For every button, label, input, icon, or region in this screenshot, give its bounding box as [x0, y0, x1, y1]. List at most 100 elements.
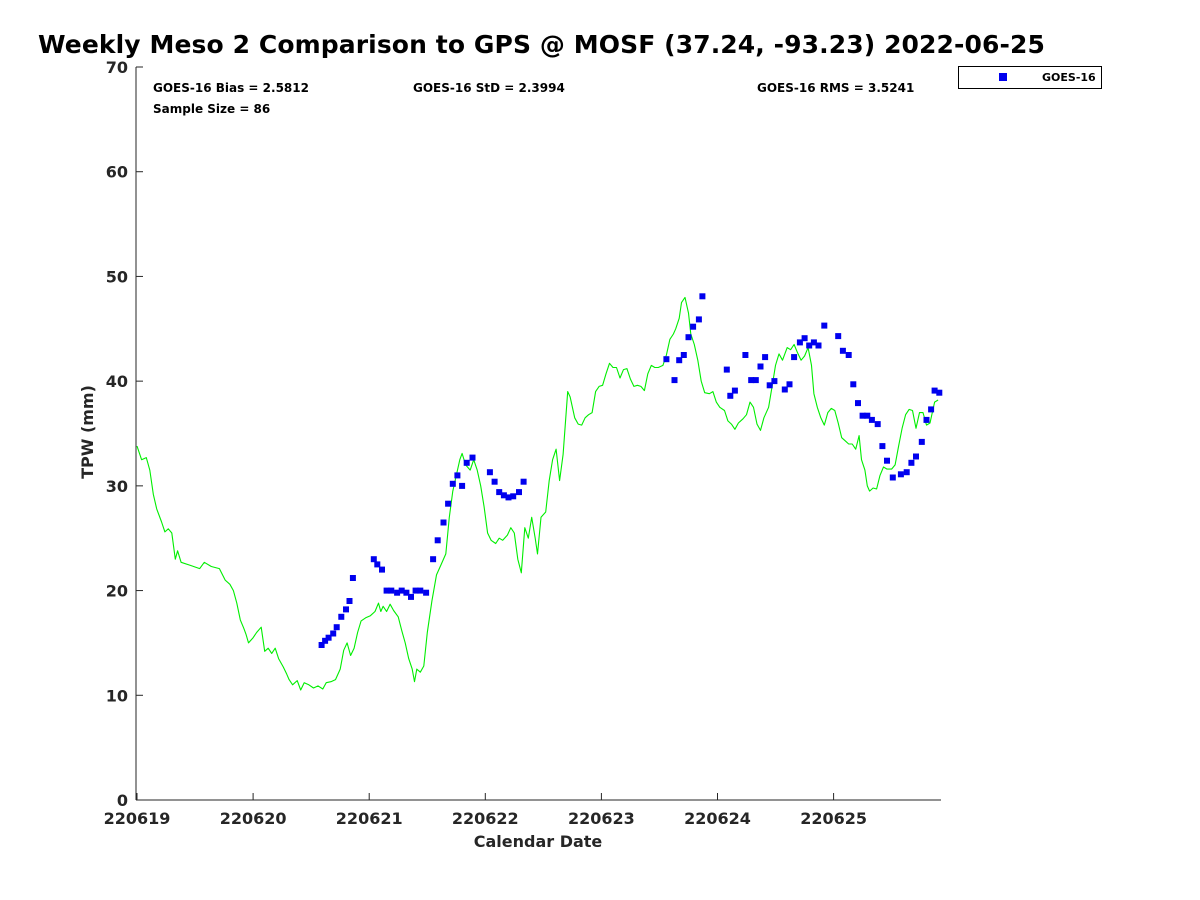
goes-16-point	[469, 454, 476, 461]
goes-16-point	[835, 333, 842, 340]
goes-16-point	[500, 492, 507, 499]
goes-16-point	[723, 366, 730, 373]
goes-16-point	[449, 480, 456, 487]
legend-box	[958, 66, 1102, 89]
goes-16-point	[676, 357, 683, 364]
goes-16-point	[695, 316, 702, 323]
gps-line	[136, 296, 939, 691]
y-tick-label: 60	[106, 163, 128, 182]
goes-16-point	[908, 459, 915, 466]
goes-16-point	[903, 469, 910, 476]
goes-16-point	[727, 392, 734, 399]
goes-16-point	[318, 642, 325, 648]
goes-16-point	[864, 412, 871, 419]
goes-16-series	[318, 293, 943, 648]
goes-16-point	[821, 322, 828, 329]
goes-16-point	[897, 471, 904, 478]
goes-16-point	[394, 589, 401, 596]
goes-16-point	[403, 589, 410, 596]
goes-16-point	[685, 334, 692, 341]
x-tick-label: 220620	[220, 809, 287, 828]
goes-16-point	[383, 587, 390, 594]
bias-stat: GOES-16 Bias = 2.5812	[153, 81, 309, 95]
goes-16-point	[349, 575, 356, 581]
y-tick-label: 20	[106, 582, 128, 601]
x-tick-label: 220621	[336, 809, 403, 828]
goes-16-point	[936, 389, 943, 396]
goes-16-point	[671, 377, 678, 384]
goes-16-point	[520, 478, 527, 485]
goes-16-point	[346, 598, 353, 604]
goes-16-point	[510, 493, 517, 500]
chart-title: Weekly Meso 2 Comparison to GPS @ MOSF (…	[38, 30, 1045, 59]
goes-16-point	[923, 416, 930, 423]
goes-16-point	[463, 459, 470, 466]
goes-16-point	[757, 363, 764, 370]
goes-16-point	[913, 453, 919, 460]
goes-16-point	[516, 489, 522, 496]
goes-16-point	[796, 339, 803, 346]
y-tick-label: 30	[106, 477, 128, 496]
goes-16-point	[491, 478, 498, 485]
goes-16-point	[430, 556, 437, 563]
y-tick-label: 0	[117, 791, 128, 810]
goes-16-point	[680, 352, 687, 358]
goes-16-point	[766, 382, 773, 389]
goes-16-point	[815, 342, 822, 349]
goes-16-point	[771, 378, 778, 385]
goes-16-point	[454, 472, 461, 479]
goes-16-point	[440, 519, 447, 526]
goes-16-point	[918, 438, 925, 445]
y-tick-label: 70	[106, 58, 128, 77]
goes-16-point	[379, 566, 385, 573]
goes-16-point	[333, 624, 340, 631]
goes-16-point	[889, 474, 896, 481]
goes-16-point	[412, 587, 419, 594]
goes-16-point	[884, 457, 890, 464]
goes-16-point	[874, 421, 881, 428]
goes-16-point	[879, 443, 886, 450]
goes-16-point	[388, 587, 395, 594]
goes-16-point	[806, 342, 813, 349]
axes: 0 10 20 30 40 50 60 70 220619 220620 220621 220622 2…	[104, 58, 941, 828]
x-tick-label: 220619	[104, 809, 171, 828]
goes-16-point	[731, 387, 738, 394]
legend-label: GOES-16	[1042, 71, 1096, 84]
goes-16-point	[663, 356, 670, 363]
goes-16-point	[445, 500, 452, 507]
goes-16-point	[855, 400, 861, 407]
goes-16-point	[343, 606, 349, 613]
legend: GOES-16	[958, 66, 1102, 89]
goes-16-point	[931, 387, 938, 394]
goes-16-point	[486, 469, 493, 476]
goes-16-point	[398, 587, 405, 594]
sample-size-stat: Sample Size = 86	[153, 102, 270, 116]
goes-16-point	[810, 339, 817, 346]
goes-16-point	[459, 482, 466, 489]
goes-16-point	[752, 377, 759, 384]
goes-16-point	[417, 587, 424, 594]
goes-16-point	[370, 556, 377, 563]
goes-16-point	[839, 347, 846, 354]
goes-16-point	[374, 561, 381, 568]
goes-16-point	[859, 412, 866, 419]
y-tick-label: 10	[106, 686, 128, 705]
goes-16-point	[322, 637, 329, 644]
goes-16-point	[742, 352, 749, 358]
goes-16-point	[338, 613, 345, 620]
goes-16-point	[868, 416, 875, 423]
goes-16-point	[505, 494, 512, 501]
goes-16-point	[325, 634, 332, 641]
goes-16-point	[690, 323, 697, 330]
goes-16-point	[850, 381, 857, 388]
goes-16-point	[928, 406, 935, 413]
goes-16-point	[762, 354, 769, 361]
goes-16-point	[791, 354, 798, 361]
goes-16-point	[748, 377, 755, 384]
x-tick-label: 220623	[568, 809, 635, 828]
goes-16-point	[434, 537, 441, 544]
goes-16-point	[781, 386, 788, 393]
goes-16-point	[786, 381, 793, 388]
goes-16-point	[699, 293, 706, 300]
